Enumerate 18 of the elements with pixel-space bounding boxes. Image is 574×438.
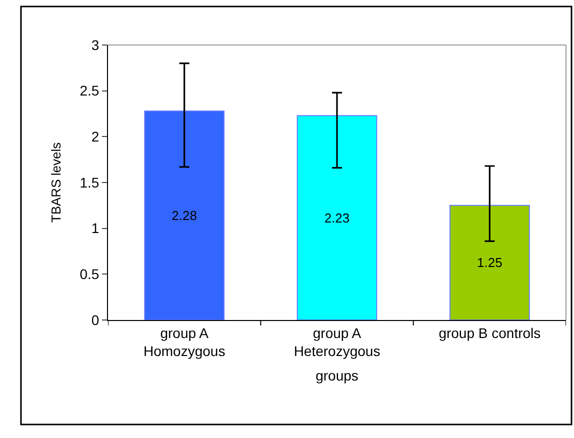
x-axis-title: groups bbox=[316, 367, 358, 384]
y-tick-label: 1 bbox=[91, 220, 100, 236]
y-tick-label: 0.5 bbox=[80, 266, 100, 282]
bar bbox=[296, 115, 378, 320]
bar bbox=[144, 110, 225, 320]
x-tick-label: group B controls bbox=[438, 324, 541, 341]
y-tick-label: 3 bbox=[91, 36, 100, 53]
y-tick-label: 2 bbox=[91, 128, 100, 145]
y-tick-label: 2.5 bbox=[80, 82, 100, 99]
data-label: 2.23 bbox=[324, 210, 350, 226]
bar bbox=[449, 204, 530, 320]
data-label: 2.28 bbox=[172, 208, 197, 223]
y-tick-label: 1.5 bbox=[80, 174, 100, 190]
x-tick-label: group A Heterozygous bbox=[294, 324, 380, 359]
y-tick-label: 0 bbox=[91, 312, 100, 328]
data-label: 1.25 bbox=[477, 255, 502, 270]
y-axis-title: TBARS levels bbox=[48, 142, 64, 223]
x-tick-label: group A Homozygous bbox=[143, 324, 226, 359]
